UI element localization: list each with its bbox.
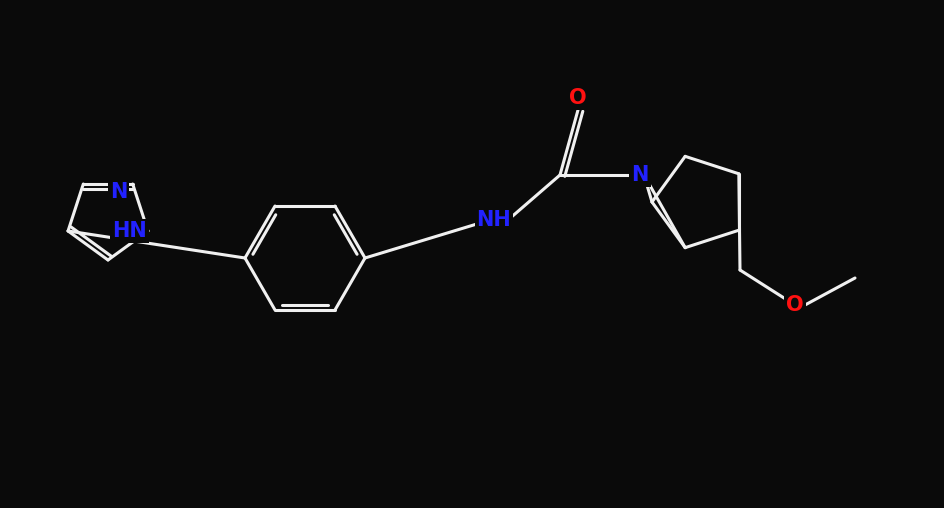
- Text: O: O: [568, 88, 586, 108]
- Text: N: N: [110, 182, 127, 202]
- Text: NH: NH: [476, 210, 511, 230]
- Text: HN: HN: [112, 221, 147, 241]
- Text: O: O: [785, 295, 803, 315]
- Text: N: N: [631, 165, 648, 185]
